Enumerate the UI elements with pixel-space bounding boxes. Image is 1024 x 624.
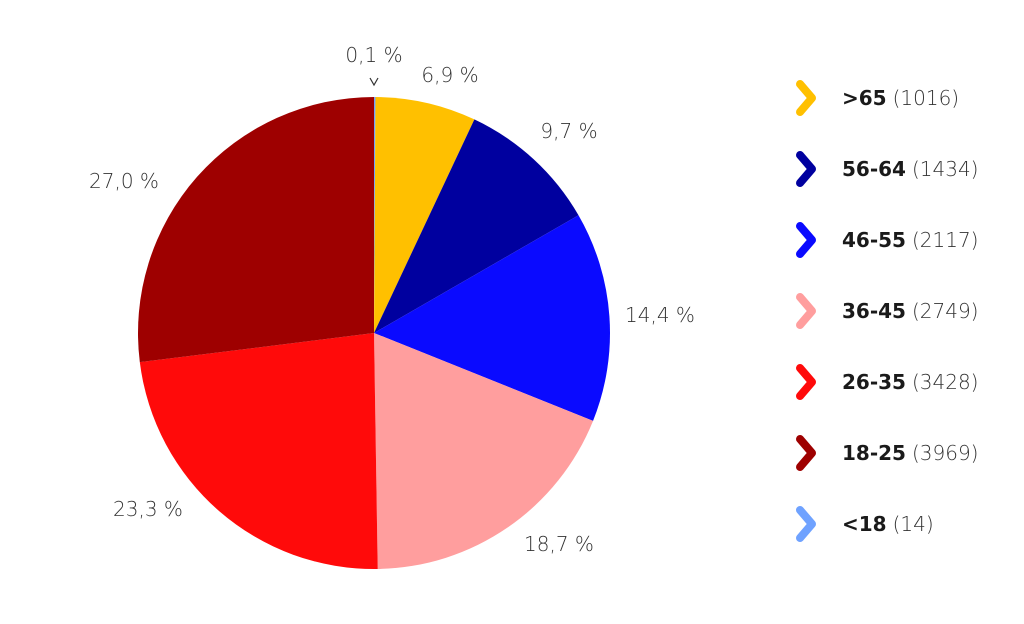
legend-chevron-icon <box>796 222 816 258</box>
pie-value-labels: 6,9 % 9,7 % 14,4 % 18,7 % 23,3 % 27,0 % 0,1 % <box>89 43 695 556</box>
pie-slice-over-65 <box>374 97 475 334</box>
value-label-18-25: 27,0 % <box>89 169 159 193</box>
legend-count-label: (3428) <box>912 370 979 394</box>
legend-text: 26-35 (3428) <box>842 370 978 394</box>
legend-item-26-35: 26-35 (3428) <box>796 364 978 400</box>
legend-item-under-18: <18 (14) <box>796 506 934 542</box>
legend-text: 46-55 (2117) <box>842 228 978 252</box>
legend-item-36-45: 36-45 (2749) <box>796 293 978 329</box>
legend-age-label: 36-45 <box>842 299 906 323</box>
legend-text: <18 (14) <box>842 512 934 536</box>
pie-slice-56-64 <box>374 119 579 333</box>
legend-age-label: 26-35 <box>842 370 906 394</box>
legend-count-label: (2117) <box>912 228 979 252</box>
value-label-46-55: 14,4 % <box>625 303 695 327</box>
legend-chevron-icon <box>796 364 816 400</box>
legend-age-label: 46-55 <box>842 228 906 252</box>
legend-count-label: (2749) <box>912 299 979 323</box>
value-label-56-64: 9,7 % <box>540 119 597 143</box>
value-label-over-65: 6,9 % <box>421 63 478 87</box>
legend-chevron-icon <box>796 80 816 116</box>
legend-count-label: (1434) <box>912 157 979 181</box>
pie-slice-18-25 <box>138 97 374 363</box>
legend-age-label: 56-64 <box>842 157 906 181</box>
small-slice-pointer <box>369 77 379 87</box>
legend-item-over-65: >65 (1016) <box>796 80 959 116</box>
legend: >65 (1016) 56-64 (1434) 46-55 (2117) 36-45 (274… <box>796 80 978 542</box>
legend-item-46-55: 46-55 (2117) <box>796 222 978 258</box>
pie-slice-36-45 <box>374 333 594 569</box>
pie-slices <box>138 97 611 569</box>
legend-chevron-icon <box>796 151 816 187</box>
pie-slice-46-55 <box>374 215 611 421</box>
legend-count-label: (1016) <box>893 86 960 110</box>
legend-item-18-25: 18-25 (3969) <box>796 435 978 471</box>
value-label-26-35: 23,3 % <box>113 497 183 521</box>
legend-age-label: 18-25 <box>842 441 906 465</box>
legend-text: 56-64 (1434) <box>842 157 978 181</box>
legend-chevron-icon <box>796 435 816 471</box>
legend-chevron-icon <box>796 293 816 329</box>
pie-slice-under-18 <box>374 97 376 333</box>
legend-age-label: >65 <box>842 86 887 110</box>
value-label-under-18: 0,1 % <box>345 43 402 67</box>
pie-slice-26-35 <box>139 333 378 569</box>
value-label-36-45: 18,7 % <box>524 532 594 556</box>
legend-text: 18-25 (3969) <box>842 441 978 465</box>
legend-count-label: (14) <box>893 512 934 536</box>
legend-chevron-icon <box>796 506 816 542</box>
legend-text: 36-45 (2749) <box>842 299 978 323</box>
legend-age-label: <18 <box>842 512 887 536</box>
legend-text: >65 (1016) <box>842 86 959 110</box>
legend-item-56-64: 56-64 (1434) <box>796 151 978 187</box>
legend-count-label: (3969) <box>912 441 979 465</box>
